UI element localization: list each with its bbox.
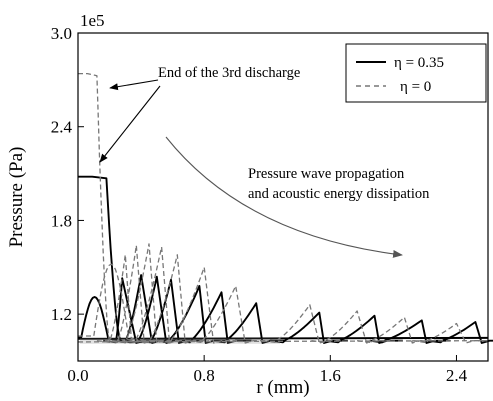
dashed-pressure-profile (78, 72, 157, 343)
dashed-pressure-profile (311, 310, 391, 344)
x-tick-label: 0.0 (67, 366, 88, 385)
y-tick-label: 1.2 (51, 305, 72, 324)
plot-frame (77, 32, 489, 362)
series-layer (77, 72, 493, 344)
dashed-pressure-profile (412, 322, 490, 344)
solid-pressure-profile (125, 275, 190, 344)
y-axis-title: Pressure (Pa) (6, 147, 27, 248)
solid-pressure-profile (78, 296, 117, 342)
y-tick-label: 1.8 (51, 211, 72, 230)
x-axis-title: r (mm) (256, 377, 309, 398)
annotation-propagation-line1: Pressure wave propagation (248, 166, 405, 182)
y-tick-label: 3.0 (51, 24, 72, 43)
tick-layer: 0.0 0.8 1.6 2.4 1.2 1.8 2.4 3.0 (51, 24, 468, 385)
y-tick-label: 2.4 (51, 118, 73, 137)
legend-label-dashed: η = 0 (400, 79, 431, 95)
solid-pressure-profile (369, 319, 451, 344)
legend-label-solid: η = 0.35 (394, 55, 444, 71)
annotation-propagation-line2: and acoustic energy dissipation (248, 186, 430, 202)
solid-pressure-profile (177, 291, 252, 344)
dashed-pressure-profile (96, 254, 156, 344)
dashed-pressure-profile (357, 316, 436, 344)
x-tick-label: 0.8 (194, 366, 215, 385)
dashed-pressure-profile (112, 243, 181, 344)
dashed-pressure-profile (122, 246, 194, 344)
dashed-baseline (77, 340, 489, 343)
dashed-pressure-profile (78, 263, 137, 342)
legend: η = 0.35 η = 0 (345, 43, 487, 103)
propagation-arrow (165, 136, 403, 258)
dashed-pressure-profile (188, 285, 269, 344)
solid-baseline (77, 336, 489, 340)
solid-pressure-profile (137, 278, 203, 344)
annotation-arrow-solid (99, 85, 161, 163)
solid-pressure-profile (155, 285, 230, 344)
x-tick-label: 2.4 (446, 366, 468, 385)
baseline-band (80, 338, 280, 344)
y-scale-label: 1e5 (80, 11, 105, 30)
dashed-pressure-profile (136, 254, 209, 344)
annotation-arrow-dashed (109, 79, 159, 91)
dashed-pressure-profile (262, 304, 343, 344)
legend-box (345, 43, 487, 103)
dashed-pressure-profile (156, 266, 238, 344)
annotation-end-discharge: End of the 3rd discharge (158, 65, 300, 81)
dashed-pressure-profile (104, 244, 168, 344)
x-tick-label: 1.6 (320, 366, 341, 385)
